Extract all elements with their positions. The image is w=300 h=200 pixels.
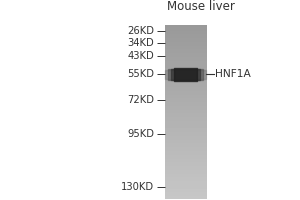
Text: HNF1A: HNF1A — [215, 69, 251, 79]
Text: 43KD: 43KD — [128, 51, 154, 61]
Text: 130KD: 130KD — [121, 182, 154, 192]
Text: 72KD: 72KD — [128, 95, 154, 105]
Text: 95KD: 95KD — [128, 129, 154, 139]
Text: 34KD: 34KD — [128, 38, 154, 48]
Text: 26KD: 26KD — [128, 26, 154, 36]
Text: Mouse liver: Mouse liver — [167, 0, 235, 13]
Text: 55KD: 55KD — [128, 69, 154, 79]
